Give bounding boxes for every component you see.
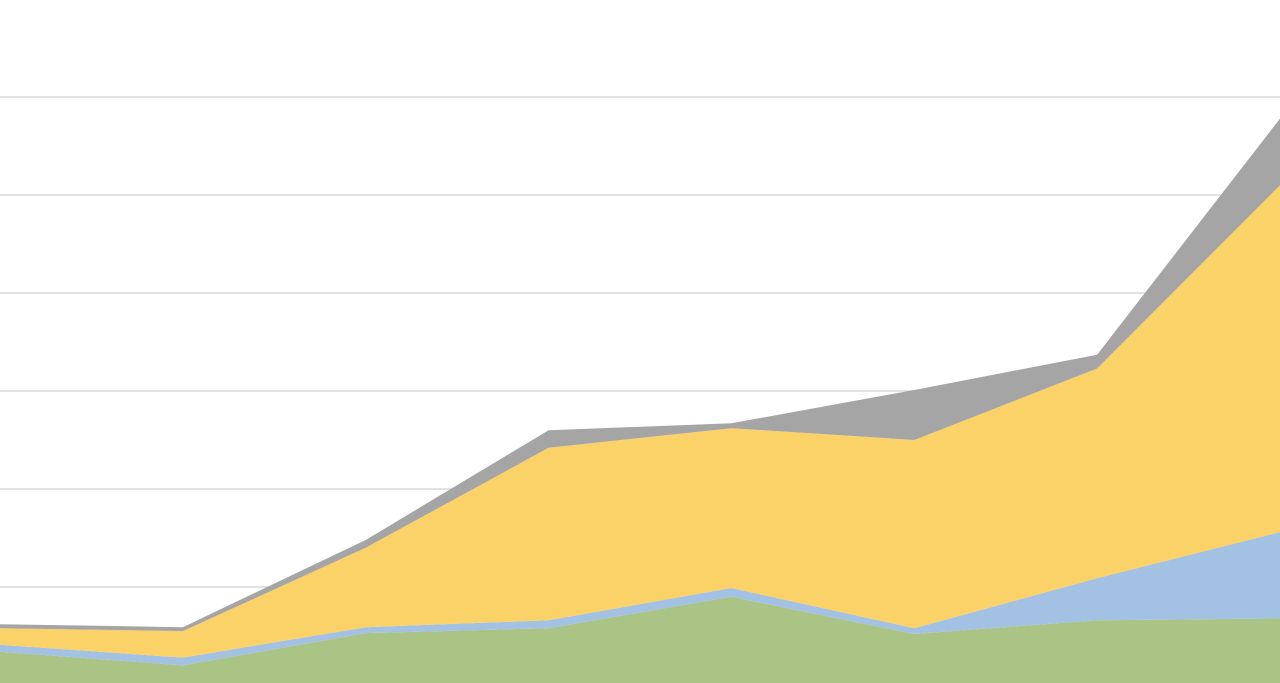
area-series-yellow (0, 185, 1280, 658)
area-series-gray (0, 118, 1280, 632)
area-series-blue (0, 532, 1280, 666)
area-series-green (0, 596, 1280, 683)
